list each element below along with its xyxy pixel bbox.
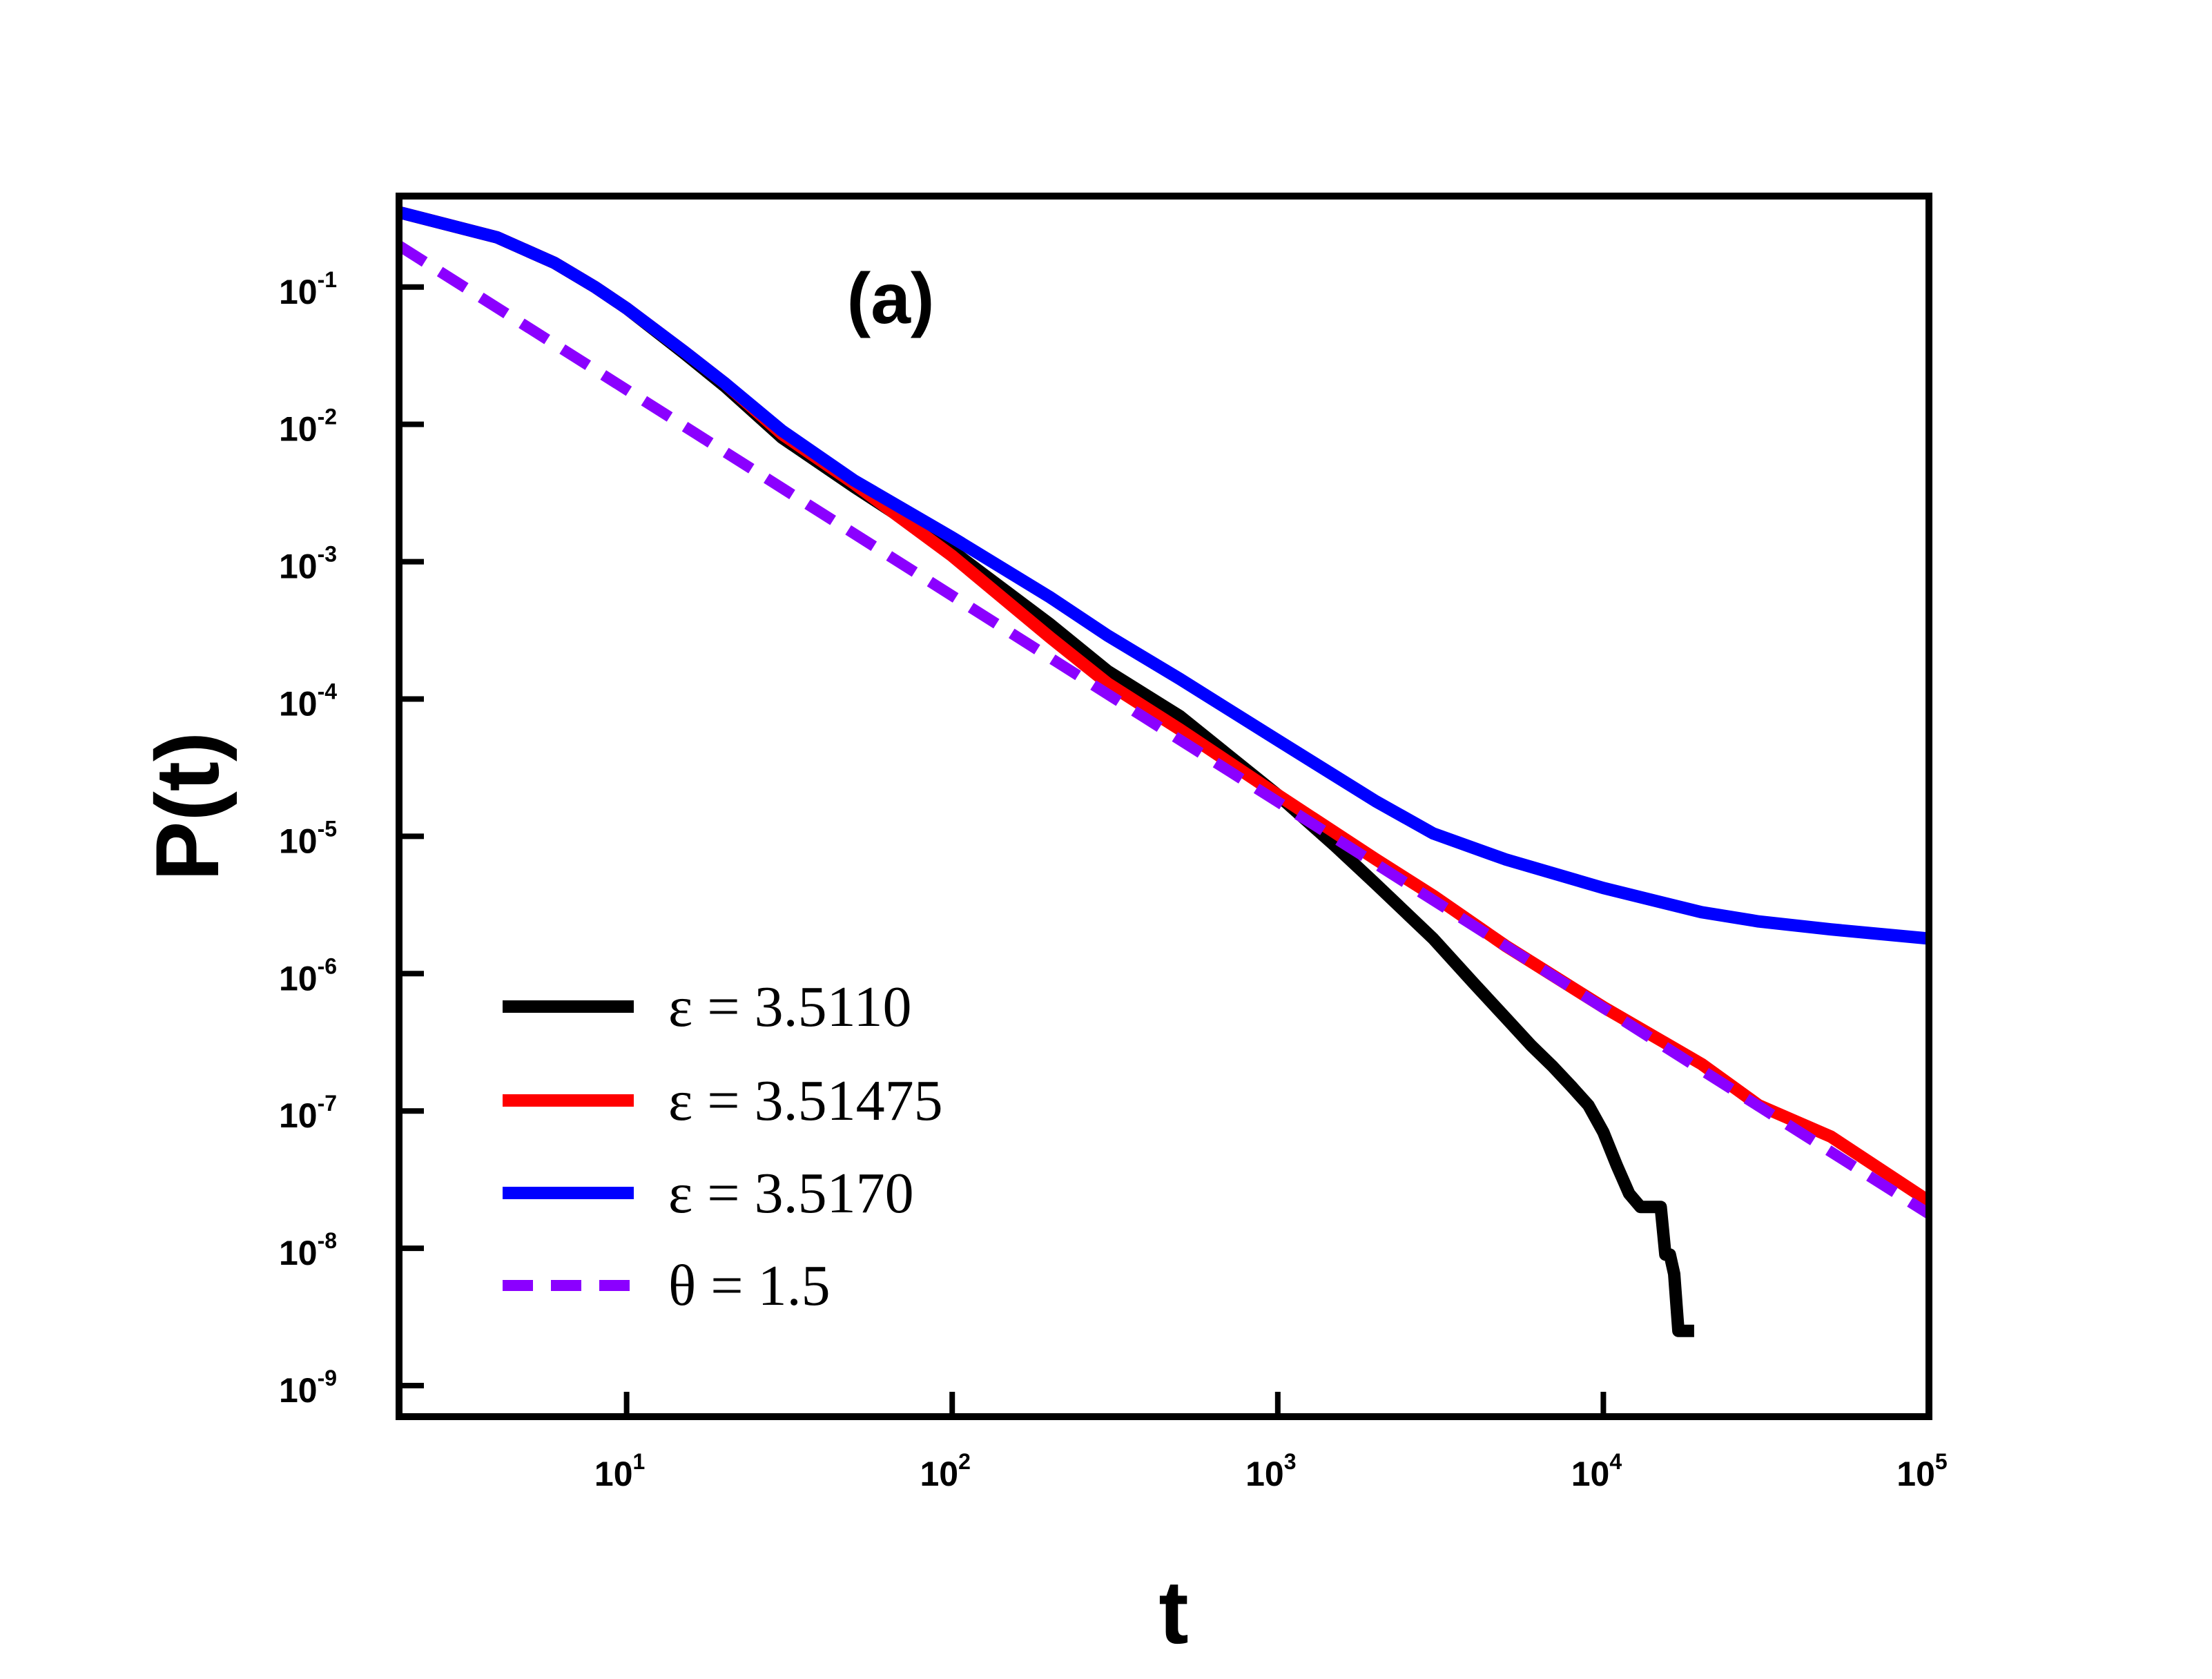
legend-label-2: ε = 3.51475: [668, 1069, 943, 1133]
y-tick-label: 10-1: [279, 267, 337, 311]
series-layer: [396, 206, 1932, 1337]
y-tick-label: 10-2: [279, 405, 337, 449]
plot-frame: [396, 193, 1932, 1420]
y-tick-label: 10-9: [279, 1366, 337, 1410]
y-tick-label: 10-7: [279, 1091, 337, 1135]
y-axis: 10-1 10-2 10-3 10-4 10-5 10-6 10-7 10-8 10-9: [279, 267, 424, 1410]
legend-label-3: ε = 3.5170: [668, 1161, 914, 1225]
x-axis-title: t: [1158, 1562, 1188, 1662]
x-tick-label: 105: [1896, 1449, 1947, 1493]
series-line-3: [397, 206, 1930, 945]
y-tick-label: 10-8: [279, 1228, 337, 1272]
x-tick-label: 103: [1245, 1449, 1296, 1493]
panel-label: (a): [846, 259, 934, 339]
series-line-4: [396, 241, 1932, 1219]
x-tick-label: 104: [1571, 1449, 1622, 1493]
y-tick-label: 10-6: [279, 953, 337, 998]
series-line-1: [397, 206, 1694, 1337]
legend: ε = 3.5110 ε = 3.51475 ε = 3.5170 θ = 1.5: [503, 975, 943, 1318]
legend-label-1: ε = 3.5110: [668, 975, 912, 1039]
x-axis: 101 102 103 104 105: [594, 1392, 1948, 1493]
y-tick-label: 10-3: [279, 542, 337, 586]
y-tick-label: 10-5: [279, 816, 337, 860]
y-axis-title: P(t): [137, 732, 237, 882]
x-tick-label: 101: [594, 1449, 645, 1493]
y-tick-label: 10-4: [279, 679, 337, 723]
legend-label-4: θ = 1.5: [668, 1254, 831, 1318]
x-tick-label: 102: [920, 1449, 971, 1493]
